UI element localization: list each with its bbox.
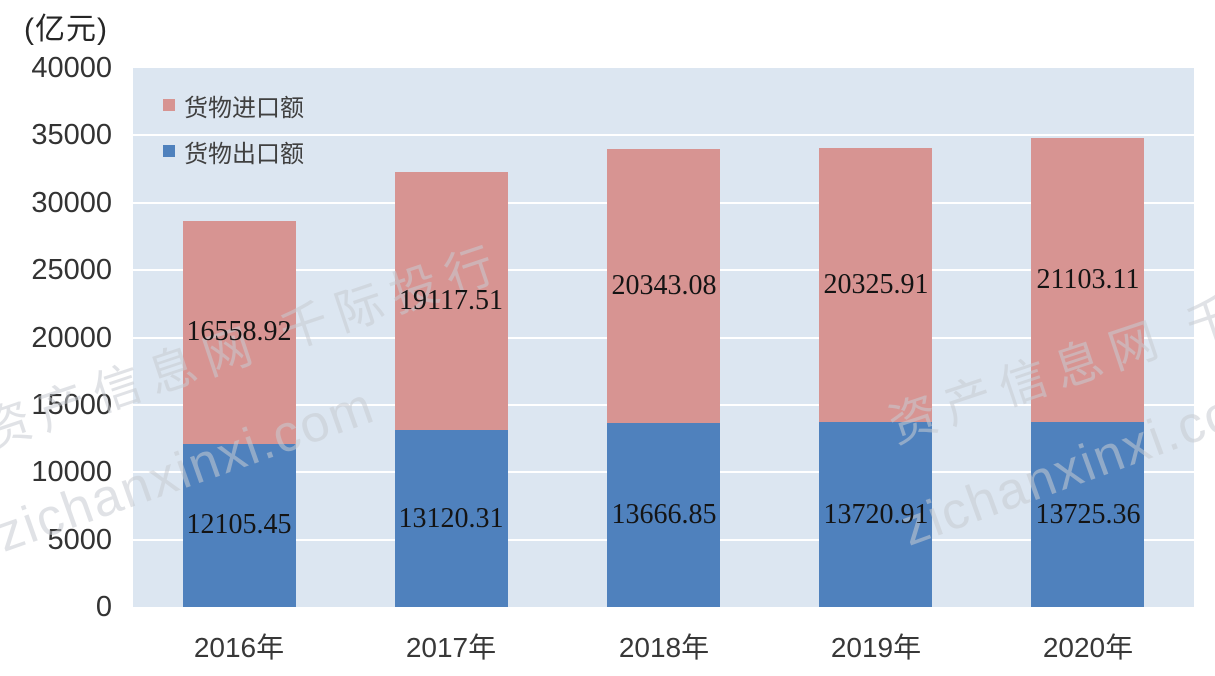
value-label-货物进口额-2019年: 20325.91 [823,269,929,300]
x-axis-tick-label: 2017年 [405,632,497,663]
legend: 货物进口额 货物出口额 [163,90,304,182]
gridline [133,134,1194,136]
y-axis-unit-label: (亿元) [24,13,108,46]
value-label-货物出口额-2017年: 13120.31 [398,503,504,534]
x-axis-tick-label: 2019年 [830,632,922,663]
y-axis-tick-label: 40000 [31,52,112,84]
y-axis-tick-label: 20000 [31,322,112,354]
bar-segment-货物进口额-2019年 [819,148,932,422]
bar-segment-货物进口额-2018年 [607,149,720,423]
bar-segment-货物进口额-2020年 [1031,138,1144,422]
legend-label-exports: 货物出口额 [184,140,304,168]
legend-swatch-imports-icon [163,99,175,111]
x-axis-tick-label: 2016年 [193,632,285,663]
y-axis-tick-label: 35000 [31,119,112,151]
legend-swatch-exports-icon [163,145,175,157]
bar-segment-货物进口额-2016年 [183,221,296,444]
value-label-货物进口额-2016年: 16558.92 [186,316,292,347]
y-axis-tick-label: 5000 [47,524,112,556]
value-label-货物进口额-2018年: 20343.08 [611,270,717,301]
y-axis-tick-label: 15000 [31,389,112,421]
value-label-货物出口额-2016年: 12105.45 [186,509,292,540]
bar-segment-货物出口额-2016年 [183,444,296,607]
y-axis-tick-label: 25000 [31,254,112,286]
value-label-货物出口额-2018年: 13666.85 [611,499,717,530]
value-label-货物进口额-2020年: 21103.11 [1036,264,1140,295]
legend-item-exports: 货物出口额 [163,136,304,168]
legend-label-imports: 货物进口额 [184,94,304,122]
y-axis-tick-label: 10000 [31,456,112,488]
legend-item-imports: 货物进口额 [163,90,304,122]
bar-segment-货物出口额-2020年 [1031,422,1144,607]
y-axis-tick-label: 30000 [31,187,112,219]
value-label-货物出口额-2019年: 13720.91 [823,499,929,530]
x-axis-tick-label: 2018年 [618,632,710,663]
plot-area: 12105.45 16558.92 13120.31 19117.51 13666.85… [133,68,1194,607]
bar-segment-货物出口额-2017年 [395,430,508,607]
value-label-货物出口额-2020年: 13725.36 [1035,499,1141,530]
x-axis: 2016年 2017年 2018年 2019年 2020年 [133,626,1194,668]
value-label-货物进口额-2017年: 19117.51 [399,285,503,316]
bar-segment-货物出口额-2019年 [819,422,932,607]
bar-segment-货物出口额-2018年 [607,423,720,607]
y-axis-tick-label: 0 [95,591,112,623]
bar-segment-货物进口额-2017年 [395,172,508,430]
x-axis-tick-label: 2020年 [1042,632,1134,663]
